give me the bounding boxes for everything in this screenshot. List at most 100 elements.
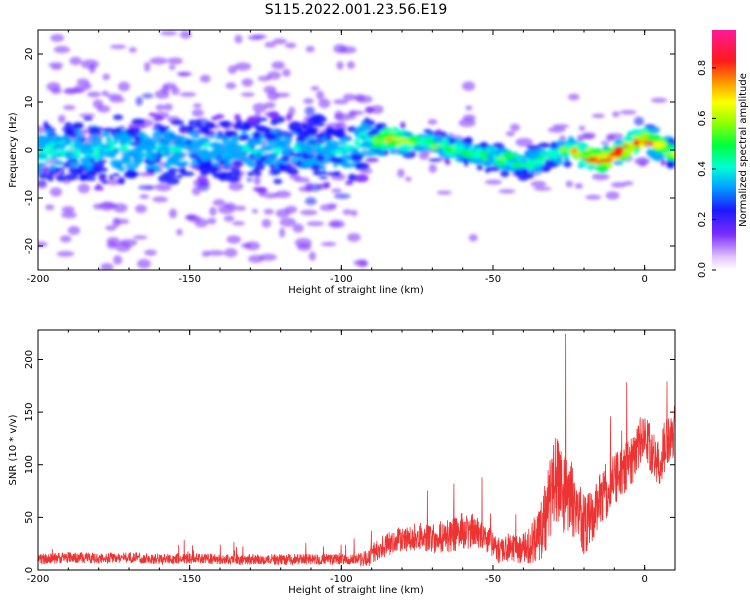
heatmap-blob <box>168 157 180 165</box>
heatmap-blob <box>75 128 82 134</box>
heatmap-speckle <box>80 59 99 69</box>
heatmap-blob <box>628 144 636 152</box>
heatmap-speckle <box>161 85 170 94</box>
heatmap-blob <box>325 139 331 145</box>
heatmap-blob <box>231 166 236 173</box>
heatmap-blob <box>291 158 297 165</box>
heatmap-blob <box>285 113 293 121</box>
heatmap-blob <box>109 144 115 152</box>
heatmap-speckle <box>633 116 645 126</box>
heatmap-blob <box>112 173 120 177</box>
heatmap-speckle <box>333 99 349 105</box>
heatmap-blob <box>112 114 124 120</box>
heatmap-speckle <box>49 187 63 197</box>
heatmap-blob <box>209 135 216 139</box>
heatmap-speckle <box>207 217 217 225</box>
heatmap-blob <box>261 145 271 149</box>
heatmap-blob <box>212 150 220 159</box>
heatmap-blob <box>44 129 53 135</box>
heatmap-blob <box>514 169 522 176</box>
heatmap-blob <box>671 151 675 157</box>
heatmap-blob <box>152 132 163 138</box>
heatmap-speckle <box>201 250 210 257</box>
heatmap-speckle <box>321 241 337 247</box>
heatmap-speckle <box>336 61 344 70</box>
heatmap-blob <box>310 164 321 171</box>
heatmap-speckle <box>135 204 147 214</box>
heatmap-speckle <box>163 103 173 111</box>
heatmap-blob <box>633 151 639 155</box>
heatmap-blob <box>267 111 280 119</box>
heatmap-blob <box>389 128 396 133</box>
colorbar: 0.0 0.2 0.4 0.6 0.8 Normalized spectral ampl… <box>697 30 749 278</box>
heatmap-speckle <box>38 125 47 134</box>
heatmap-blob <box>482 159 491 168</box>
heatmap-speckle <box>582 132 596 139</box>
x-tick-label: -150 <box>178 274 201 285</box>
heatmap-speckle <box>135 96 143 106</box>
heatmap-blob <box>589 148 604 155</box>
x-tick-label: 0 <box>641 574 647 585</box>
heatmap-speckle <box>69 56 82 66</box>
heatmap-blob <box>193 123 203 129</box>
heatmap-blob <box>85 177 97 181</box>
heatmap-speckle <box>77 183 91 194</box>
heatmap-blob <box>331 130 338 136</box>
heatmap-blob <box>369 142 383 148</box>
heatmap-blob <box>71 124 83 129</box>
heatmap-speckle <box>53 45 70 54</box>
heatmap-blob <box>666 162 675 169</box>
heatmap-speckle <box>101 90 109 97</box>
heatmap-blob <box>199 126 211 130</box>
heatmap-blob <box>164 139 172 144</box>
heatmap-blob <box>122 157 129 164</box>
heatmap-blob <box>464 136 473 145</box>
heatmap-speckle <box>578 125 586 131</box>
heatmap-blob <box>64 121 73 130</box>
heatmap-speckle <box>212 199 226 207</box>
heatmap-blob <box>158 128 167 133</box>
heatmap-blob <box>89 126 104 131</box>
heatmap-blob <box>564 142 575 150</box>
heatmap-blob <box>226 175 240 183</box>
heatmap-blob <box>452 147 459 156</box>
heatmap-speckle <box>334 113 352 121</box>
heatmap-speckle <box>498 189 516 194</box>
heatmap-blob <box>306 140 317 145</box>
heatmap-blob <box>438 151 445 157</box>
heatmap-blob <box>237 121 242 130</box>
heatmap-blob <box>634 134 644 141</box>
heatmap-blob <box>250 144 255 150</box>
heatmap-speckle <box>105 225 117 231</box>
heatmap-speckle <box>591 113 605 118</box>
heatmap-blob <box>522 171 529 178</box>
heatmap-blob <box>435 129 442 135</box>
heatmap-blob <box>118 177 125 185</box>
heatmap-blob <box>166 177 180 185</box>
heatmap-blob <box>460 151 472 157</box>
heatmap-blob <box>539 151 549 156</box>
heatmap-speckle <box>585 194 602 200</box>
heatmap-blob <box>581 150 592 157</box>
heatmap-blob <box>155 164 161 169</box>
heatmap-blob <box>288 124 295 131</box>
heatmap-blob <box>39 162 47 167</box>
heatmap-blob <box>323 181 331 189</box>
heatmap-blob <box>219 159 226 165</box>
heatmap-blob <box>538 142 550 149</box>
heatmap-blob <box>234 113 241 122</box>
heatmap-blob <box>312 116 327 123</box>
heatmap-speckle <box>263 192 279 199</box>
heatmap-blob <box>620 150 632 158</box>
heatmap-speckle <box>50 87 62 95</box>
heatmap-blob <box>235 166 240 170</box>
heatmap-speckle <box>93 203 103 210</box>
y-tick-label: 20 <box>24 48 35 61</box>
heatmap-blob <box>294 144 300 152</box>
heatmap-blob <box>174 150 183 159</box>
heatmap-blob <box>329 157 344 164</box>
heatmap-speckle <box>271 61 286 70</box>
heatmap-blob <box>98 173 107 179</box>
heatmap-blob <box>355 174 369 183</box>
